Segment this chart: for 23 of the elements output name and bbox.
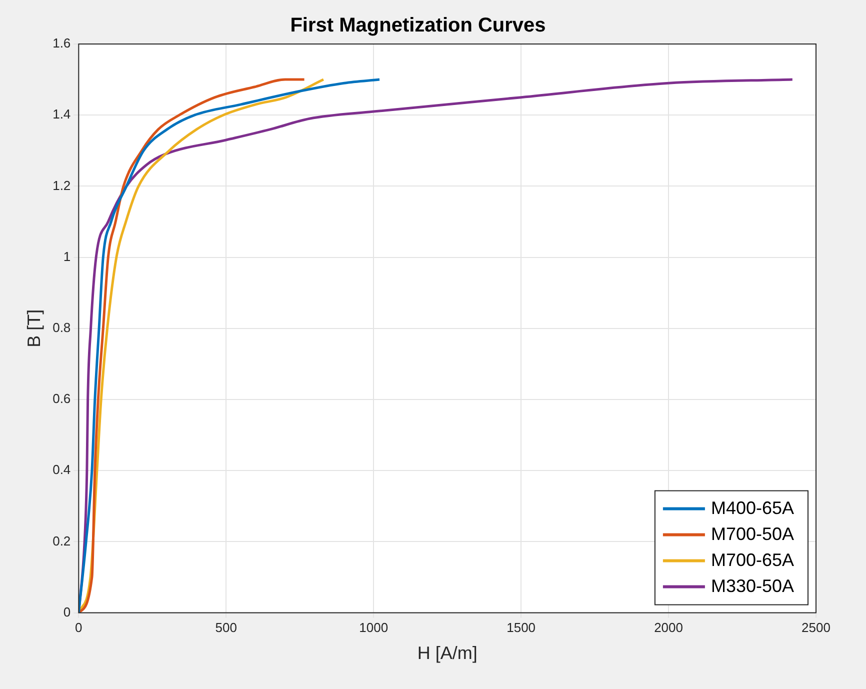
y-tick-label: 0: [63, 604, 71, 620]
y-tick-label: 0.6: [52, 391, 71, 406]
x-tick-label: 0: [75, 620, 82, 636]
x-tick-label: 1500: [506, 620, 536, 636]
legend-label: M700-65A: [710, 550, 794, 570]
y-tick-label: 1: [63, 248, 71, 264]
legend-label: M400-65A: [710, 498, 794, 518]
y-tick-label: 1.2: [52, 178, 71, 193]
y-tick-label: 0.8: [52, 320, 71, 335]
legend-label: M330-50A: [710, 576, 794, 596]
chart-title: First Magnetization Curves: [290, 14, 546, 37]
y-tick-label: 0.4: [52, 462, 71, 478]
legend-label: M700-50A: [710, 524, 794, 544]
line-series: [78, 78, 381, 613]
x-tick-label: 1000: [359, 620, 388, 636]
x-tick-label: 2500: [802, 620, 830, 636]
y-tick-label: 0.2: [52, 533, 71, 548]
y-tick-label: 1.4: [52, 106, 71, 122]
x-tick-label: 2000: [654, 620, 683, 636]
y-tick-label: 1.6: [52, 36, 71, 51]
x-tick-label: 500: [215, 620, 237, 636]
y-axis-title: B [T]: [24, 309, 44, 348]
x-axis-title: H [A/m]: [417, 643, 478, 664]
